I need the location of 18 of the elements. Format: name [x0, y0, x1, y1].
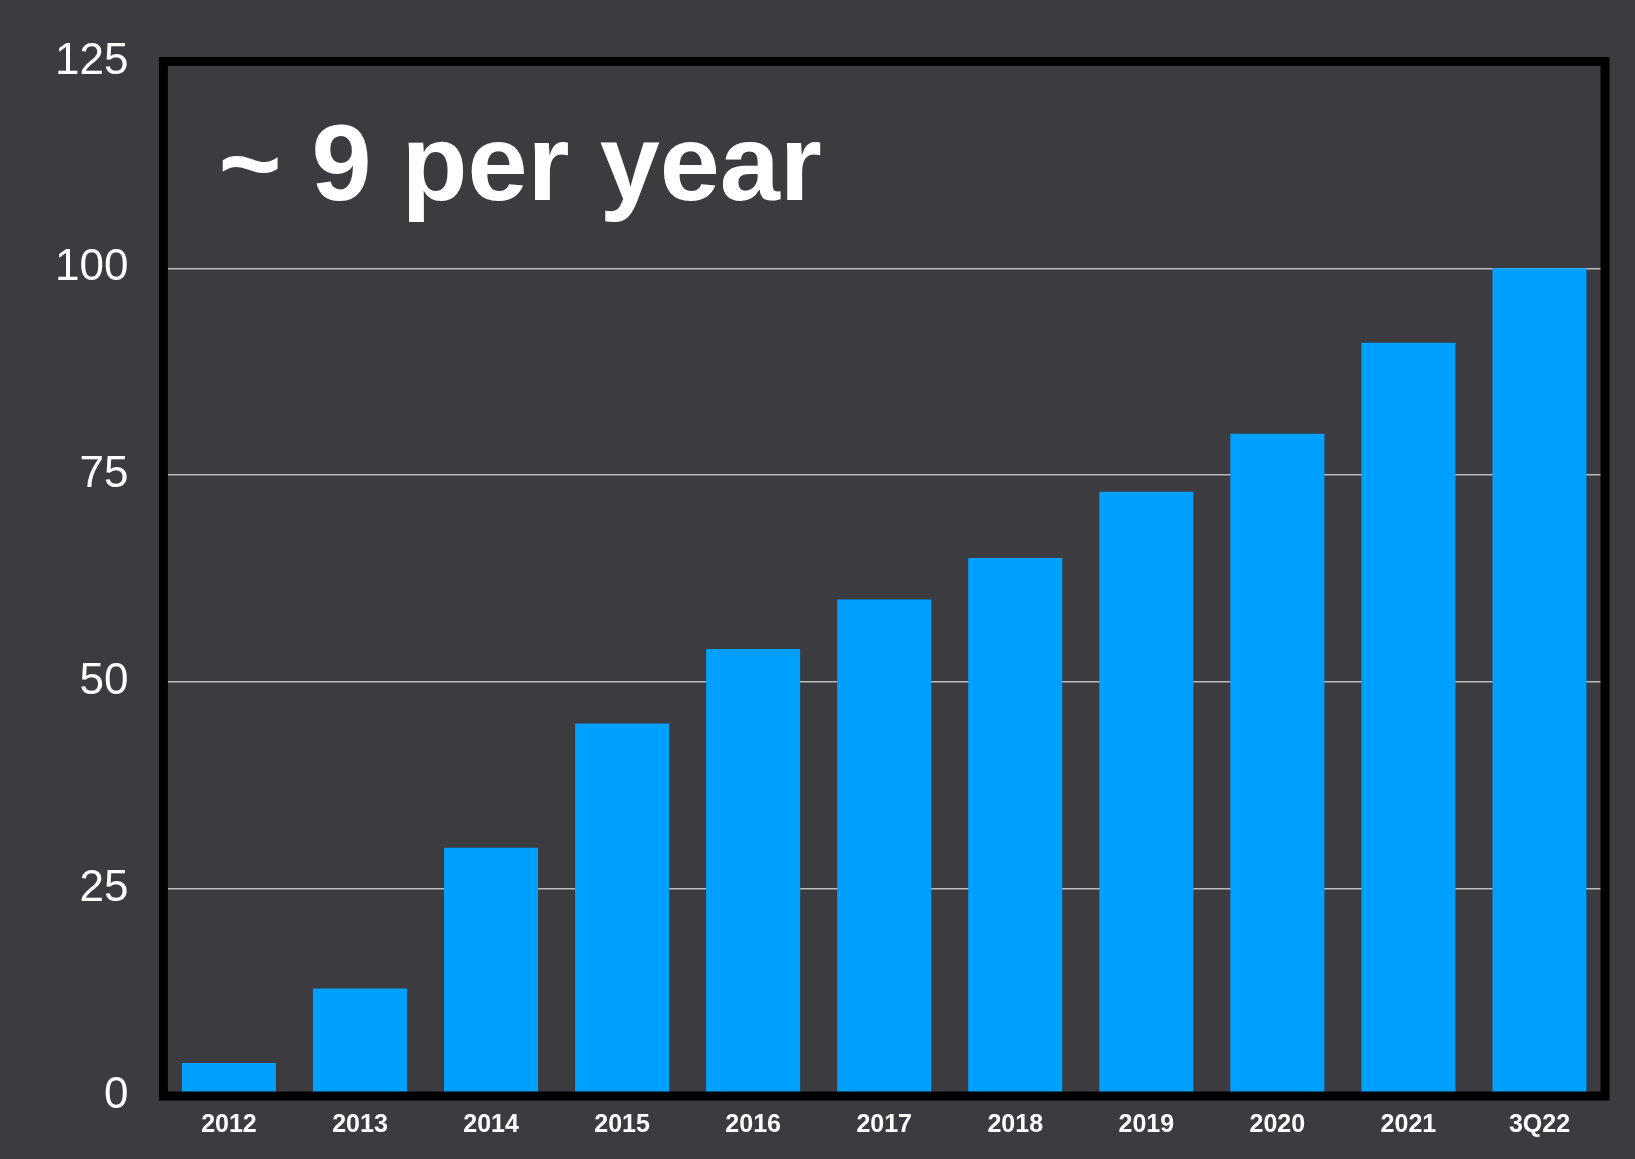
x-tick-label: 2013: [332, 1108, 388, 1137]
annotation: ~ 9 per year: [218, 102, 822, 224]
x-tick-label: 3Q22: [1508, 1108, 1571, 1137]
x-tick-label: 2015: [594, 1108, 650, 1137]
y-tick-label: 0: [103, 1068, 129, 1118]
x-tick-label: 2019: [1118, 1108, 1175, 1137]
x-tick-label: 2017: [856, 1108, 913, 1137]
y-tick-label: 100: [54, 240, 129, 290]
x-tick-label: 2014: [463, 1108, 519, 1137]
x-tick-label: 2021: [1380, 1108, 1437, 1137]
y-tick-label: 125: [54, 33, 129, 83]
x-tick-label: 2020: [1249, 1108, 1306, 1137]
x-tick-label: 2018: [987, 1108, 1044, 1137]
x-tick-label: 2016: [725, 1108, 781, 1137]
y-tick-label: 75: [79, 447, 129, 497]
x-tick-label: 2012: [201, 1108, 257, 1137]
y-tick-label: 25: [79, 861, 129, 911]
y-tick-label: 50: [79, 654, 129, 704]
